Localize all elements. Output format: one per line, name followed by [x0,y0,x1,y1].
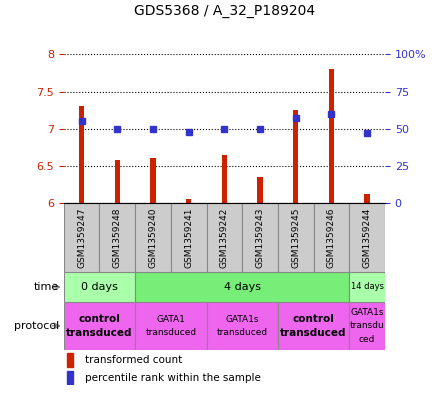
Text: GATA1: GATA1 [157,315,185,324]
Bar [206,203,242,272]
Text: transdu: transdu [350,321,385,331]
Text: GSM1359240: GSM1359240 [149,208,158,268]
Text: GSM1359247: GSM1359247 [77,208,86,268]
Bar [115,160,120,203]
Bar [329,69,334,203]
Text: GSM1359248: GSM1359248 [113,208,122,268]
Text: transduced: transduced [216,328,268,337]
Text: 0 days: 0 days [81,282,118,292]
Bar [64,302,135,350]
Text: GSM1359241: GSM1359241 [184,208,193,268]
Bar [67,371,73,384]
Text: GSM1359246: GSM1359246 [327,208,336,268]
Text: GSM1359245: GSM1359245 [291,208,300,268]
Bar [257,177,263,203]
Text: GATA1s: GATA1s [350,308,384,317]
Bar [67,353,73,367]
Text: GSM1359243: GSM1359243 [256,208,264,268]
Bar [314,203,349,272]
Bar [278,203,314,272]
Text: transduced: transduced [66,328,133,338]
Bar [364,194,370,203]
Text: GSM1359244: GSM1359244 [363,208,372,268]
Text: transduced: transduced [280,328,347,338]
Bar [64,272,135,302]
Bar [222,155,227,203]
Bar [206,302,278,350]
Text: ced: ced [359,335,375,344]
Bar [150,158,156,203]
Text: transformed count: transformed count [84,355,182,365]
Text: control: control [293,314,334,324]
Bar [99,203,135,272]
Text: GDS5368 / A_32_P189204: GDS5368 / A_32_P189204 [134,4,315,18]
Text: 4 days: 4 days [224,282,261,292]
Bar [278,302,349,350]
Text: protocol: protocol [14,321,59,331]
Bar [64,203,99,272]
Text: percentile rank within the sample: percentile rank within the sample [84,373,260,383]
Bar [79,107,84,203]
Bar [135,203,171,272]
Bar [171,203,206,272]
Bar [242,203,278,272]
Bar [135,272,349,302]
Bar [349,302,385,350]
Text: GSM1359242: GSM1359242 [220,208,229,268]
Text: transduced: transduced [145,328,196,337]
Bar [349,203,385,272]
Bar [186,199,191,203]
Bar [349,272,385,302]
Text: 14 days: 14 days [351,283,384,292]
Text: time: time [34,282,59,292]
Bar [293,110,298,203]
Text: control: control [79,314,121,324]
Text: GATA1s: GATA1s [225,315,259,324]
Bar [135,302,206,350]
